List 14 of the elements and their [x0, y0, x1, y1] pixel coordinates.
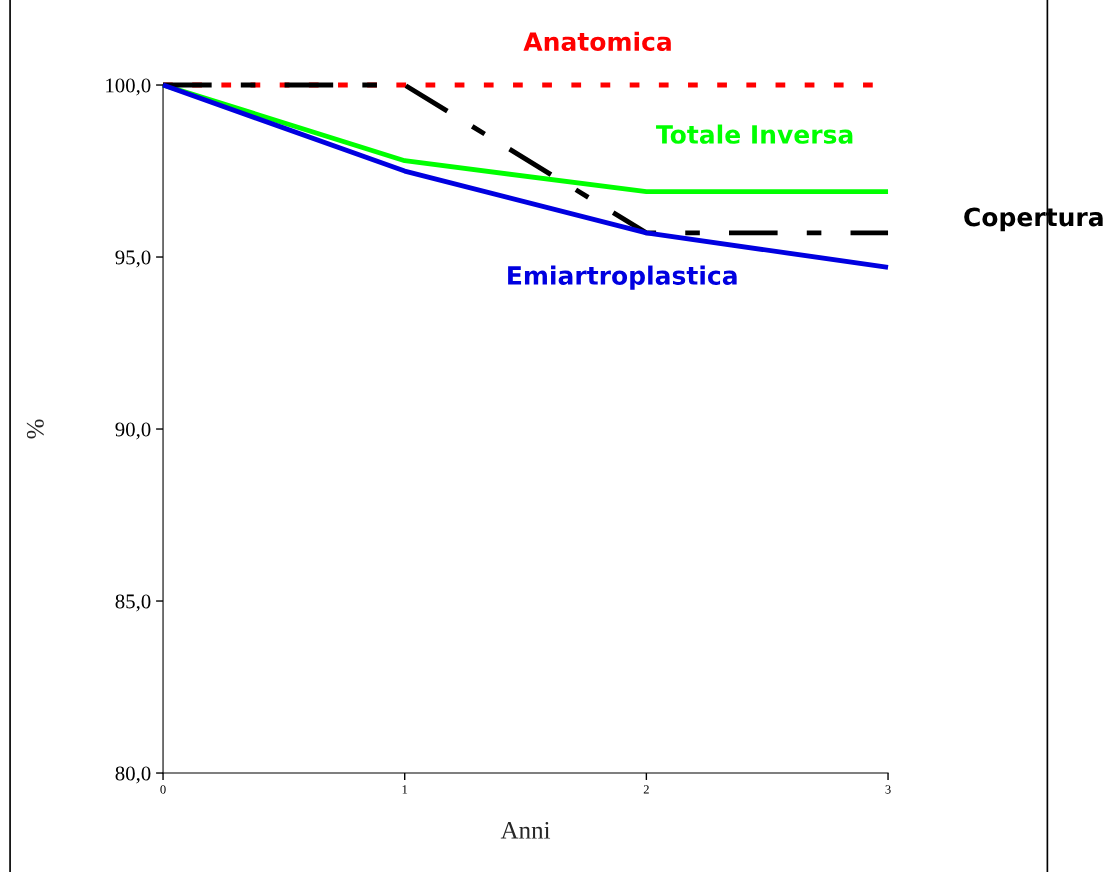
x-axis-title: Anni — [500, 821, 551, 839]
y-tick-label: 95,0 — [115, 250, 151, 268]
y-tick-label: 80,0 — [115, 766, 151, 784]
x-tick-label: 0 — [160, 785, 166, 794]
y-tick-label: 85,0 — [115, 594, 151, 612]
x-tick-label: 2 — [643, 785, 649, 794]
x-tick-label: 3 — [885, 785, 891, 794]
y-tick-label: 90,0 — [115, 422, 151, 440]
y-tick-label: 100,0 — [106, 78, 151, 96]
series-label: Emiartroplastica — [508, 265, 737, 290]
x-tick-label: 1 — [402, 785, 408, 794]
series-label: Totale Inversa — [656, 124, 853, 144]
series-label: Anatomica — [523, 31, 671, 51]
y-axis-title: % — [26, 419, 44, 439]
